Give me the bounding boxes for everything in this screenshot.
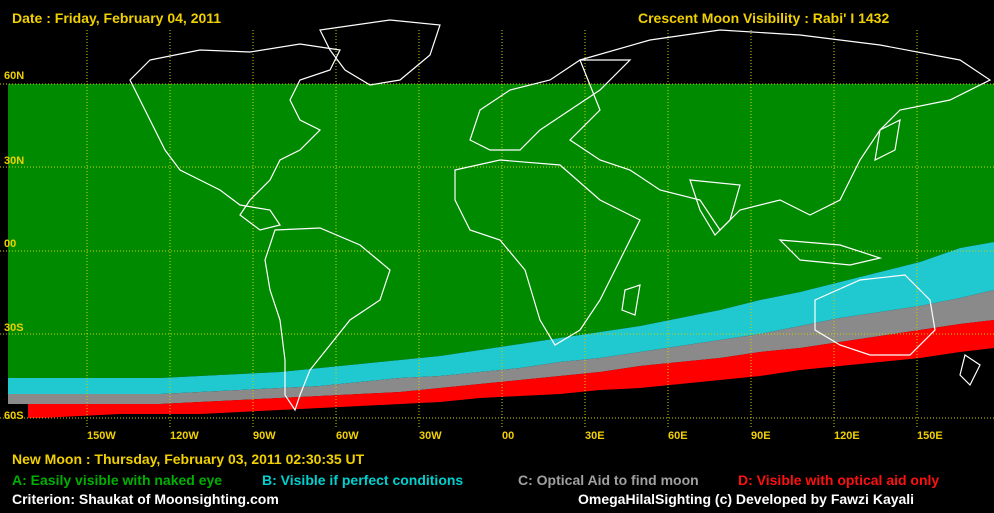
lon-label-150e: 150E	[917, 430, 943, 442]
lon-label-60w: 60W	[336, 430, 359, 442]
lon-label-90w: 90W	[253, 430, 276, 442]
legend-item-a: A: Easily visible with naked eye	[12, 472, 223, 488]
zone-c-region	[8, 290, 994, 404]
lat-label-00: 00	[4, 238, 17, 250]
credits-label: OmegaHilalSighting (c) Developed by Fawz…	[578, 491, 915, 507]
lat-label-30n: 30N	[4, 155, 25, 167]
date-label: Date : Friday, February 04, 2011	[12, 10, 222, 26]
zone-d-region	[28, 320, 994, 418]
legend-item-c: C: Optical Aid to find moon	[518, 472, 699, 488]
map-grid	[0, 30, 994, 428]
lon-label-00: 00	[502, 430, 515, 442]
criterion-label: Criterion: Shaukat of Moonsighting.com	[12, 491, 279, 507]
legend-item-d: D: Visible with optical aid only	[738, 472, 940, 488]
lat-label-30s: 30S	[4, 322, 24, 334]
lon-label-90e: 90E	[751, 430, 771, 442]
lon-label-120w: 120W	[170, 430, 199, 442]
lat-label-60s: 60S	[4, 410, 24, 422]
map-title: Crescent Moon Visibility : Rabi' I 1432	[638, 10, 890, 26]
coastlines	[129, 19, 992, 412]
lon-label-30w: 30W	[419, 430, 442, 442]
zone-b-region	[8, 242, 994, 394]
new-moon-label: New Moon : Thursday, February 03, 2011 0…	[12, 451, 365, 467]
lon-label-150w: 150W	[87, 430, 116, 442]
lon-label-60e: 60E	[668, 430, 688, 442]
legend-item-b: B: Visible if perfect conditions	[262, 472, 464, 488]
zone-a-region	[8, 84, 994, 378]
lon-label-30e: 30E	[585, 430, 605, 442]
lon-label-120e: 120E	[834, 430, 860, 442]
lat-label-60n: 60N	[4, 70, 25, 82]
